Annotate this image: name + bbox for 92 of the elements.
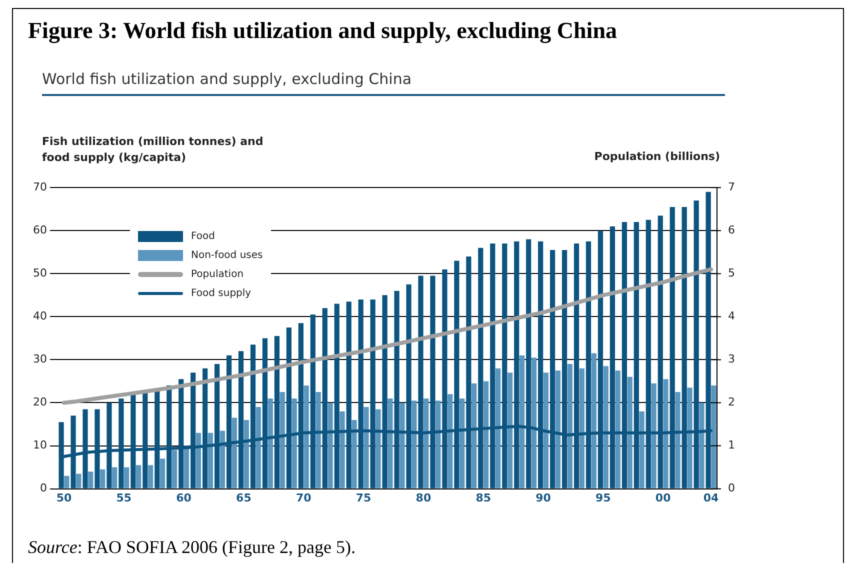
chart-title: Figure 3: World fish utilization and supply, excluding China [28, 18, 617, 44]
bar [64, 476, 70, 488]
bar [100, 469, 106, 488]
bar [244, 420, 249, 488]
bar [268, 398, 273, 488]
bar [651, 383, 656, 488]
bar [304, 386, 309, 488]
bar [148, 465, 154, 488]
legend-label: Population [191, 269, 244, 280]
y2-tick-label: 6 [728, 223, 735, 236]
y-axis-title: Fish utilization (million tonnes) and food supply (kg/capita) [42, 134, 264, 166]
x-tick-label: 04 [703, 491, 720, 504]
bar [256, 407, 261, 488]
legend-label: Food supply [191, 288, 252, 299]
y-tick-label: 40 [32, 310, 47, 323]
bar [376, 409, 381, 488]
bar [436, 400, 441, 488]
bar [627, 376, 632, 488]
bar [196, 432, 202, 488]
bar [567, 364, 572, 488]
y2-tick-label: 7 [728, 180, 735, 194]
bar [340, 411, 345, 488]
bar [639, 411, 644, 488]
x-tick-label: 90 [536, 491, 552, 504]
y-tick-label: 20 [32, 396, 47, 409]
bar [292, 398, 297, 488]
y-tick-label: 60 [32, 223, 47, 236]
y-tick-label: 30 [32, 352, 47, 366]
bar [591, 353, 596, 488]
bar [603, 366, 608, 488]
bar [88, 472, 94, 488]
y-tick-label: 10 [32, 438, 47, 452]
bar [448, 394, 453, 488]
bar [460, 398, 465, 488]
bar [232, 418, 237, 488]
bar [543, 372, 549, 488]
bar [328, 402, 333, 488]
bar [472, 383, 477, 488]
bar [364, 407, 369, 488]
bar [663, 379, 668, 488]
y2-tick-label: 5 [728, 266, 735, 280]
bar [579, 368, 584, 488]
bar [483, 381, 489, 488]
bar [495, 368, 501, 488]
bar [124, 467, 130, 488]
bar [76, 474, 82, 488]
y2-tick-label: 2 [728, 396, 735, 409]
bar [711, 386, 716, 488]
bar [280, 392, 285, 488]
bar [352, 420, 357, 488]
bar [412, 400, 417, 488]
bar [208, 432, 214, 488]
x-tick-label: 85 [476, 491, 492, 504]
x-tick-label: 00 [655, 491, 672, 504]
y-tick-label: 0 [40, 482, 47, 495]
bar [519, 355, 525, 488]
y2-tick-label: 3 [728, 352, 735, 366]
bar [687, 388, 692, 488]
bar [675, 392, 680, 488]
bar [424, 398, 429, 488]
y2-tick-label: 1 [728, 438, 735, 452]
bar [172, 450, 178, 488]
x-tick-label: 75 [356, 491, 372, 504]
bar [531, 358, 537, 488]
bar [136, 465, 142, 488]
bar [507, 372, 513, 488]
y2-tick-label: 0 [728, 482, 735, 495]
bar [112, 467, 118, 488]
x-tick-label: 55 [116, 491, 132, 504]
bar [699, 402, 704, 488]
x-tick-label: 80 [416, 491, 432, 504]
x-tick-label: 65 [236, 491, 252, 504]
y-tick-label: 50 [32, 266, 47, 280]
x-tick-label: 50 [56, 491, 72, 504]
y2-tick-label: 4 [728, 310, 735, 323]
chart-subtitle: World fish utilization and supply, excluding China [42, 70, 725, 96]
bar [220, 430, 226, 488]
source-note: Source: FAO SOFIA 2006 (Figure 2, page 5). [28, 537, 356, 558]
bar [400, 402, 405, 488]
legend-label: Non-food uses [191, 250, 263, 261]
y-tick-label: 70 [32, 180, 47, 194]
x-tick-label: 60 [176, 491, 192, 504]
x-tick-label: 70 [296, 491, 312, 504]
bar [316, 392, 321, 488]
y2-axis-title: Population (billions) [594, 150, 720, 163]
bar [555, 370, 561, 488]
x-tick-label: 95 [596, 491, 611, 504]
bar [615, 370, 620, 488]
bar [184, 446, 190, 488]
bar [388, 398, 393, 488]
legend-label: Food [191, 231, 215, 242]
bar [160, 458, 166, 488]
